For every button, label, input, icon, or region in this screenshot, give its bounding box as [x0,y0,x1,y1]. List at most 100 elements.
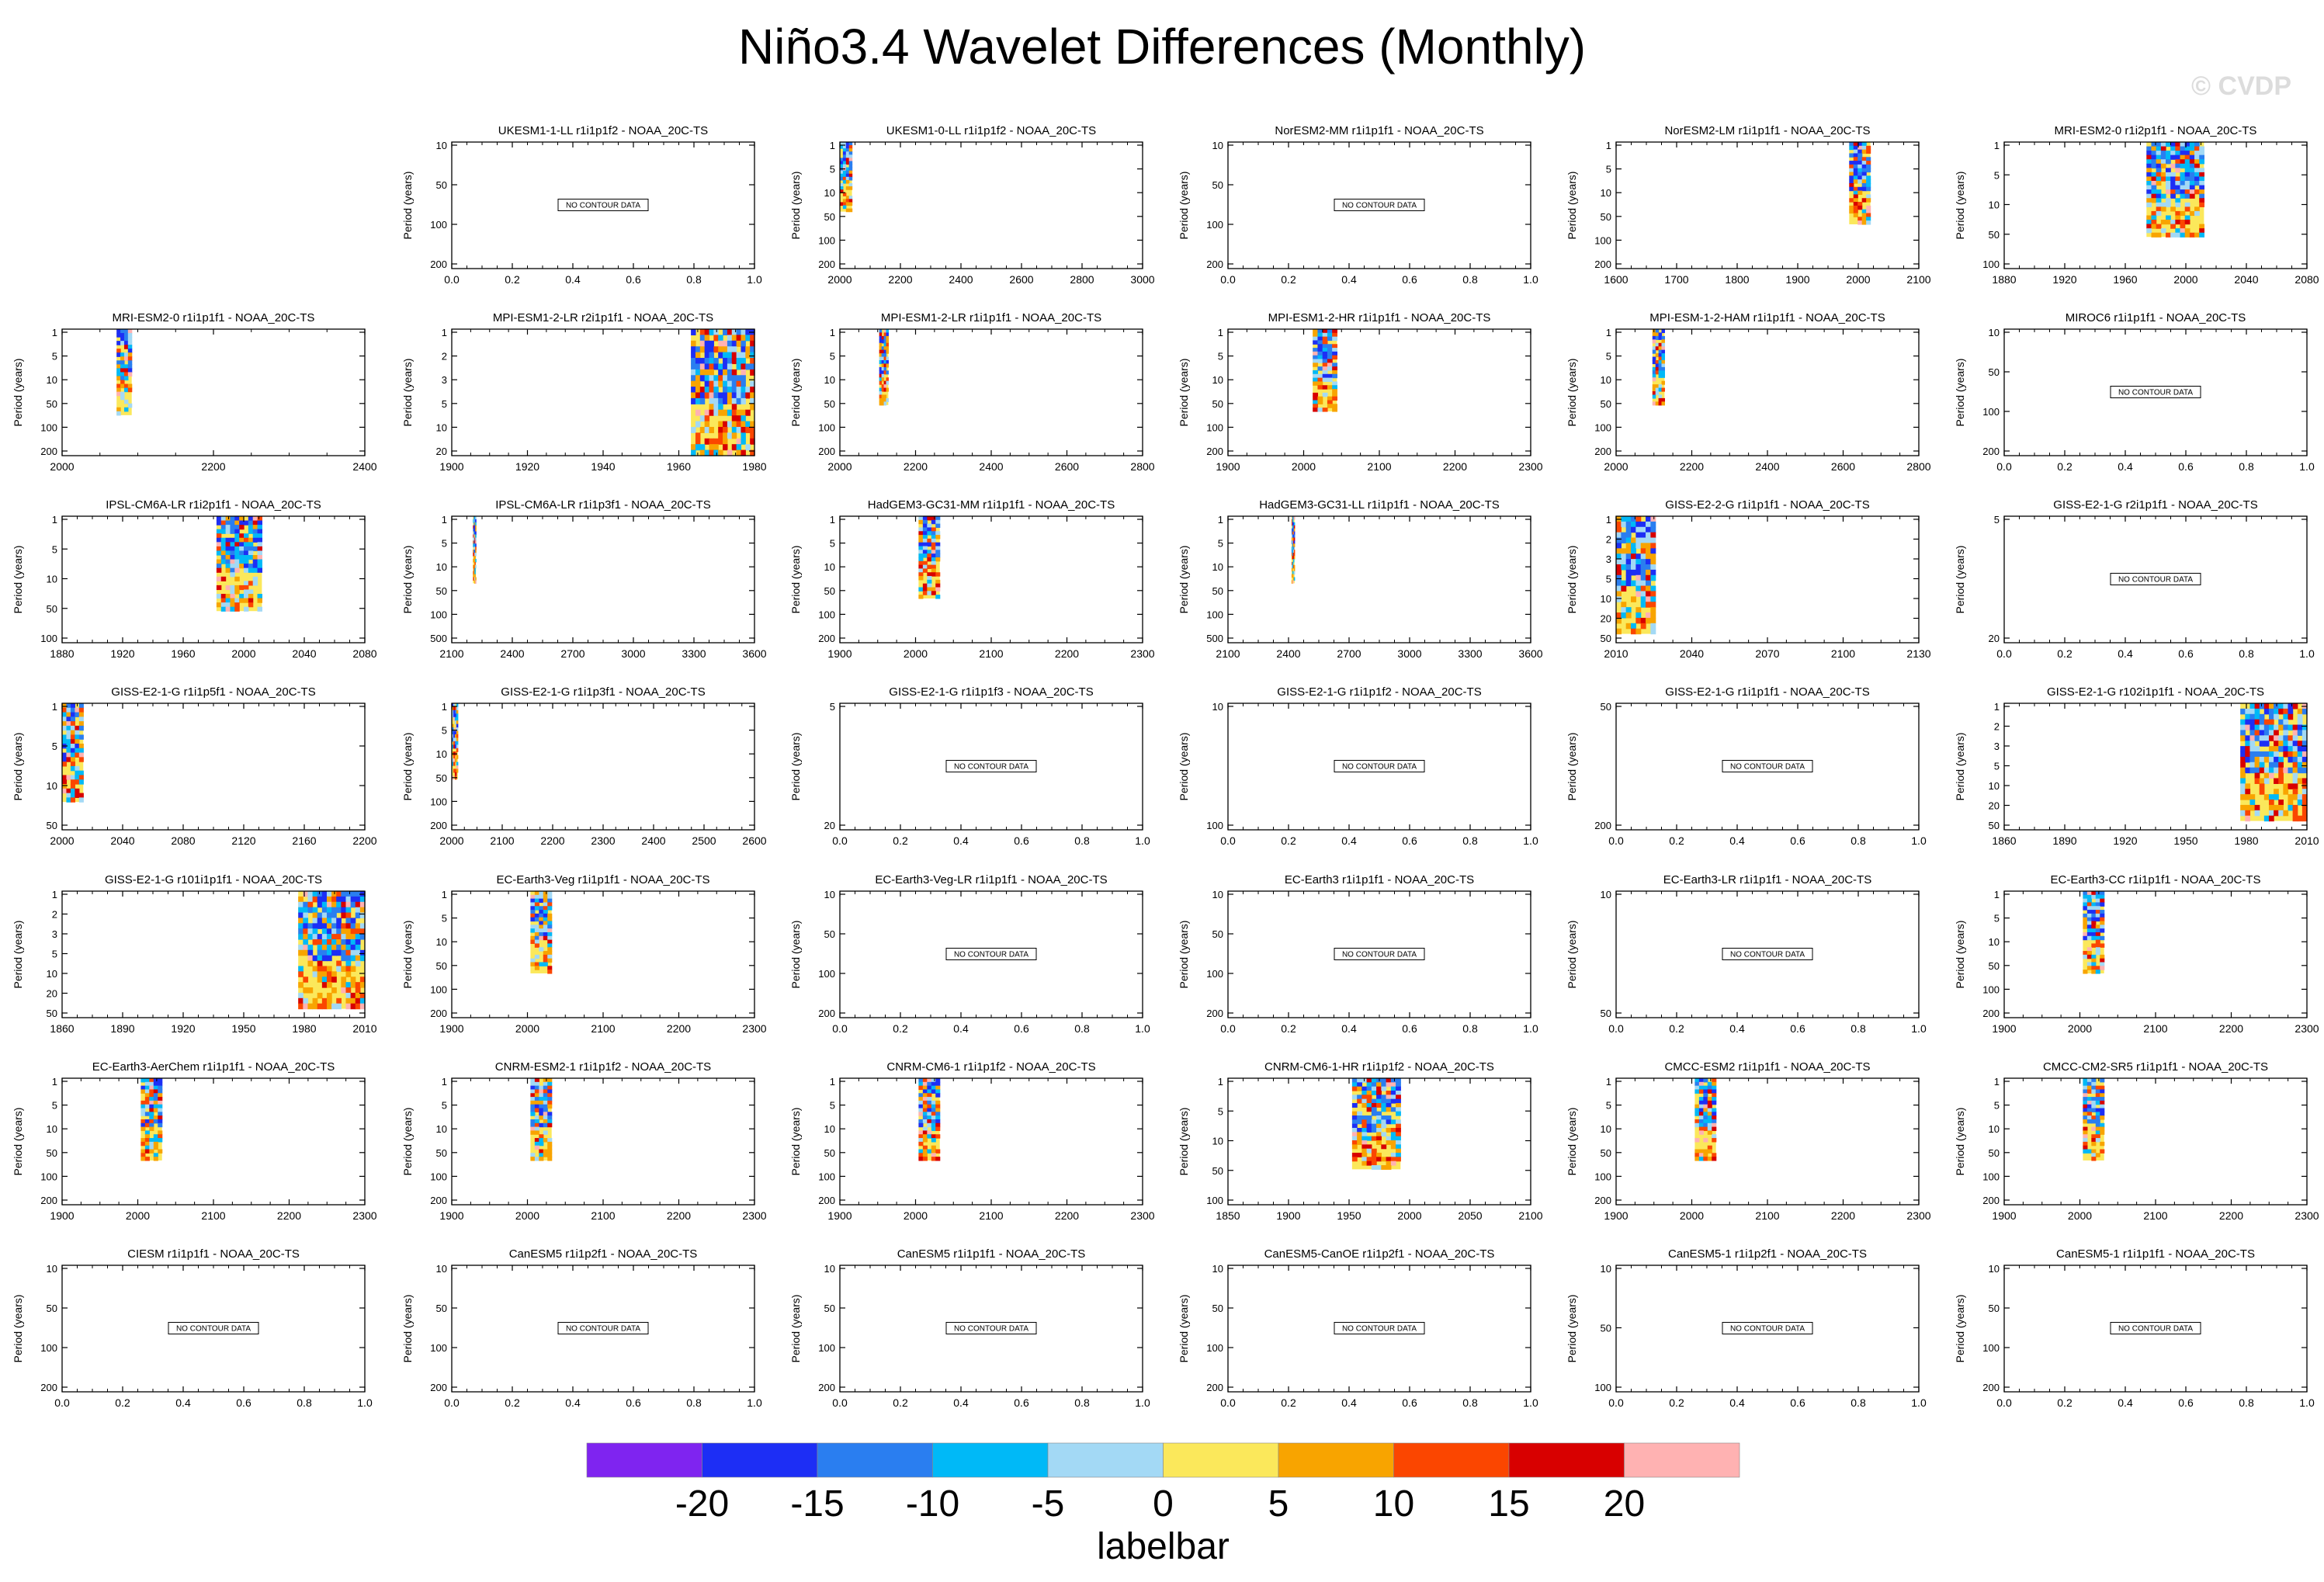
x-tick-label: 2100 [591,1022,615,1035]
contour-cell [848,167,853,172]
contour-cell [2240,756,2246,763]
contour-cell [886,356,889,361]
x-tick-label: 2300 [1130,647,1154,660]
contour-cell [326,944,332,951]
contour-cell [2095,906,2100,911]
y-tick-label: 50 [824,928,835,940]
contour-cell [922,1119,928,1124]
contour-cell [298,971,304,977]
y-tick-label: 2 [52,909,57,921]
contour-cell [1332,355,1337,360]
contour-cell [922,553,928,558]
y-tick-label: 5 [1218,538,1223,550]
contour-cell [750,449,755,456]
contour-cell [1866,168,1871,173]
contour-cell [840,186,844,190]
contour-cell [2274,708,2279,715]
contour-cell [879,353,883,358]
contour-cell [1376,1095,1382,1100]
contour-cell [723,329,728,336]
contour-cell [2170,220,2176,225]
contour-cell [1322,348,1328,352]
contour-cell [225,546,231,552]
y-tick-label: 50 [47,1147,57,1159]
contour-cell [547,1138,553,1143]
contour-cell [2175,181,2181,186]
contour-cell [886,332,889,337]
contour-cell [1376,1128,1382,1133]
contour-cell [745,352,751,359]
y-tick-label: 1 [830,140,835,151]
contour-cell [123,399,129,404]
y-tick-label: 50 [1601,701,1611,713]
contour-cell [918,587,924,592]
panel-title: EC-Earth3 r1i1p1f1 - NOAA_20C-TS [1285,873,1474,886]
x-tick-label: 1600 [1604,273,1628,286]
contour-cell [1635,526,1642,533]
contour-cell [727,340,733,347]
contour-cell [534,902,539,907]
contour-cell [543,898,548,904]
contour-cell [2091,917,2097,922]
x-tick-label: 2070 [1755,647,1779,660]
contour-cell [257,542,262,547]
y-tick-label: 200 [430,258,447,270]
contour-cell [530,962,536,966]
contour-cell [1390,1107,1396,1112]
contour-cell [2151,159,2157,165]
contour-cell [539,925,544,929]
contour-cell [1694,1085,1700,1091]
contour-cell [144,1097,150,1102]
contour-cell [452,713,454,718]
contour-cell [1866,161,1871,165]
contour-cell [1386,1128,1392,1133]
contour-cell [534,917,539,922]
x-tick-label: 2010 [352,1022,376,1035]
contour-cell [2278,735,2284,741]
x-tick-label: 1980 [742,460,766,473]
contour-cell [723,358,728,365]
contour-cell [931,538,936,543]
contour-cell [453,703,456,708]
contour-cell [879,377,883,382]
contour-cell [2166,172,2171,178]
contour-cell [534,1138,539,1143]
contour-cell [883,360,887,365]
contour-cell [66,752,71,758]
x-tick-label: 0.6 [1402,834,1417,847]
contour-cell [879,366,883,371]
contour-cell [2263,741,2270,747]
contour-cell [2189,232,2195,238]
y-tick-label: 200 [430,1195,447,1206]
contour-cell [1857,172,1863,176]
contour-cell [1313,373,1319,379]
contour-cell [359,1003,366,1010]
contour-cell [1658,401,1663,406]
contour-cell [1621,564,1627,571]
y-tick-label: 100 [818,609,835,620]
contour-cell [750,346,755,353]
contour-cell [1703,1126,1708,1132]
contour-cell [452,709,454,714]
x-tick-label: 2100 [979,647,1003,660]
contour-cell [2184,151,2190,156]
contour-cell [1386,1098,1392,1104]
contour-cell [723,346,728,353]
contour-cell [244,606,249,612]
contour-cell [745,444,751,451]
contour-cell [845,161,850,165]
contour-cell [2086,913,2092,918]
contour-cell [230,542,235,547]
contour-cell [709,369,714,376]
contour-cell [2086,962,2092,966]
contour-cell [298,896,304,903]
contour-cell [927,1078,932,1083]
contour-cell [1694,1153,1700,1157]
contour-cell [1390,1140,1396,1145]
contour-cell [2156,181,2162,186]
contour-cell [2199,189,2204,195]
contour-cell [931,1078,936,1083]
contour-cell [2278,724,2284,731]
contour-cell [2095,1112,2100,1116]
contour-cell [312,934,318,940]
